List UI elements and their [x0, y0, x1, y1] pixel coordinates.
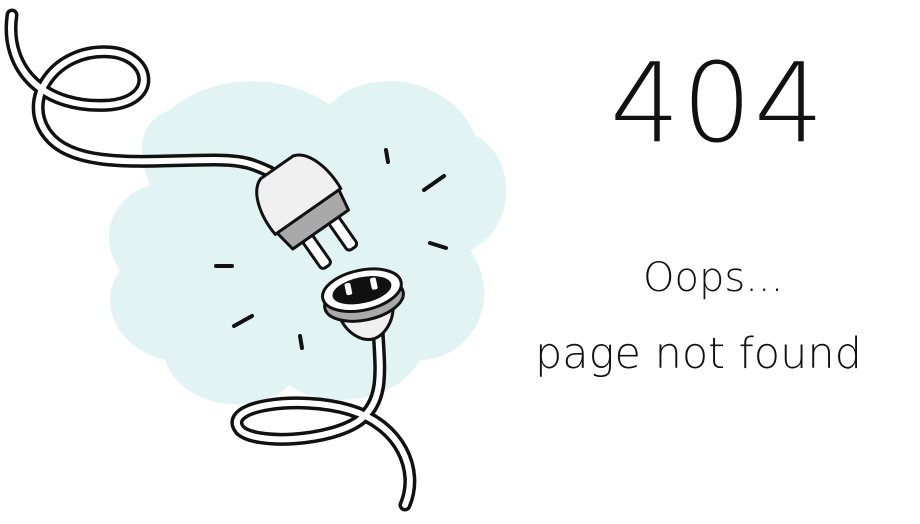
- male-plug: [255, 153, 359, 270]
- unplugged-cable-illustration: [4, 8, 507, 512]
- error-headline: Oops...: [643, 255, 784, 301]
- upper-cable: [4, 8, 277, 179]
- error-message: page not found: [535, 329, 862, 379]
- error-code: 404: [610, 39, 826, 167]
- error-message-panel: 404 Oops... page not found: [525, 0, 920, 520]
- socket-plug: [321, 267, 405, 341]
- lower-cable: [230, 323, 417, 512]
- spark-lines: [214, 148, 448, 350]
